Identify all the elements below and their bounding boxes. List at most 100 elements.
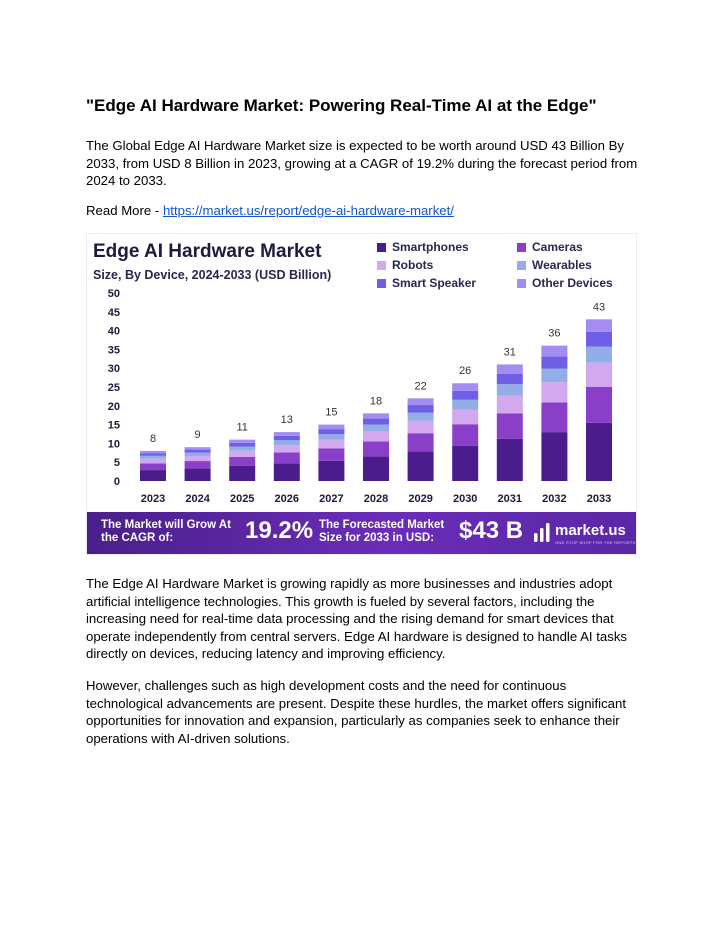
read-more-label: Read More - xyxy=(86,203,163,218)
legend-swatch xyxy=(517,243,526,252)
x-tick-label: 2024 xyxy=(185,493,210,505)
forecast-value: $43 B xyxy=(459,517,524,544)
bar-segment-wearables-2033 xyxy=(586,346,612,363)
read-more-line: Read More - https://market.us/report/edg… xyxy=(86,203,646,218)
bar-total-label: 13 xyxy=(281,414,293,426)
x-tick-label: 2031 xyxy=(498,493,522,505)
bar-segment-cameras-2032 xyxy=(541,402,568,433)
market-infographic: Edge AI Hardware Market Size, By Device,… xyxy=(86,233,637,555)
bar-total-label: 18 xyxy=(370,395,382,407)
bar-segment-robots-2030 xyxy=(452,409,479,425)
bar-segment-smart-speaker-2025 xyxy=(229,442,256,447)
bar-total-label: 11 xyxy=(236,422,247,434)
bar-segment-smartphones-2026 xyxy=(273,463,300,481)
bar-segment-wearables-2030 xyxy=(452,399,479,410)
y-tick-label: 45 xyxy=(108,307,120,319)
legend-label: Wearables xyxy=(532,258,592,272)
y-tick-label: 35 xyxy=(108,344,120,356)
bar-segment-wearables-2031 xyxy=(496,384,523,396)
x-tick-label: 2030 xyxy=(453,493,477,505)
bar-total-label: 36 xyxy=(548,328,560,340)
bar-segment-wearables-2024 xyxy=(184,452,211,456)
bar-segment-other-devices-2026 xyxy=(273,432,300,436)
legend-item-other-devices: Other Devices xyxy=(517,276,613,290)
bar-segment-cameras-2025 xyxy=(229,456,256,466)
cagr-label: The Market will Grow At the CAGR of: xyxy=(101,519,231,544)
bar-segment-other-devices-2033 xyxy=(586,319,612,332)
bar-segment-cameras-2030 xyxy=(452,424,479,446)
y-tick-label: 10 xyxy=(108,438,120,450)
summary-banner: The Market will Grow At the CAGR of: 19.… xyxy=(87,512,636,554)
bar-segment-cameras-2023 xyxy=(140,463,166,471)
legend-swatch xyxy=(377,243,386,252)
bar-segment-smartphones-2024 xyxy=(184,468,211,481)
x-tick-label: 2033 xyxy=(587,493,611,505)
bar-segment-smartphones-2025 xyxy=(229,465,256,481)
y-tick-label: 5 xyxy=(114,457,120,469)
bar-segment-robots-2031 xyxy=(496,395,523,414)
legend-item-smartphones: Smartphones xyxy=(377,240,469,254)
bar-total-label: 8 xyxy=(150,433,156,445)
bar-segment-smart-speaker-2032 xyxy=(541,356,568,369)
legend-label: Cameras xyxy=(532,240,583,254)
bar-segment-other-devices-2023 xyxy=(140,450,166,454)
bar-segment-cameras-2031 xyxy=(496,413,523,439)
bar-segment-wearables-2032 xyxy=(541,368,568,383)
y-tick-label: 30 xyxy=(108,363,120,375)
bar-total-label: 9 xyxy=(195,429,201,441)
x-tick-label: 2032 xyxy=(542,493,566,505)
bar-segment-robots-2028 xyxy=(363,431,389,442)
x-tick-label: 2025 xyxy=(230,493,254,505)
bar-segment-smartphones-2032 xyxy=(541,432,568,481)
bar-segment-wearables-2029 xyxy=(407,412,434,421)
legend-label: Smartphones xyxy=(392,240,469,254)
bar-total-label: 43 xyxy=(593,301,605,313)
bar-total-label: 26 xyxy=(459,365,471,377)
bar-segment-robots-2023 xyxy=(140,458,166,464)
bar-segment-smart-speaker-2026 xyxy=(273,435,300,441)
bar-segment-smart-speaker-2023 xyxy=(140,453,166,456)
bar-segment-smartphones-2029 xyxy=(407,451,434,481)
legend-swatch xyxy=(377,279,386,288)
bar-segment-smartphones-2033 xyxy=(586,422,612,481)
logo-text: market.us xyxy=(555,522,626,539)
bar-segment-wearables-2028 xyxy=(363,424,389,432)
y-tick-label: 25 xyxy=(108,382,120,394)
legend-item-smart-speaker: Smart Speaker xyxy=(377,276,476,290)
bar-segment-smart-speaker-2028 xyxy=(363,418,389,425)
x-tick-label: 2027 xyxy=(319,493,343,505)
legend-item-wearables: Wearables xyxy=(517,258,592,272)
bar-segment-robots-2026 xyxy=(273,445,300,453)
body-paragraph-growth: The Edge AI Hardware Market is growing r… xyxy=(86,576,628,662)
bar-segment-robots-2025 xyxy=(229,450,256,457)
x-tick-label: 2026 xyxy=(275,493,299,505)
bar-segment-smart-speaker-2033 xyxy=(586,331,612,347)
x-tick-label: 2028 xyxy=(364,493,388,505)
bar-segment-robots-2024 xyxy=(184,455,211,462)
bar-logo-icon xyxy=(534,523,550,542)
bar-segment-cameras-2027 xyxy=(318,448,345,461)
bar-segment-wearables-2026 xyxy=(273,440,300,446)
bar-segment-other-devices-2031 xyxy=(496,364,523,374)
bar-segment-other-devices-2029 xyxy=(407,398,434,406)
bar-segment-other-devices-2030 xyxy=(452,383,479,391)
bar-segment-smart-speaker-2031 xyxy=(496,373,523,385)
legend-label: Robots xyxy=(392,258,434,272)
bar-segment-wearables-2023 xyxy=(140,455,166,459)
bar-segment-other-devices-2027 xyxy=(318,424,345,430)
bar-segment-smart-speaker-2024 xyxy=(184,449,211,453)
bar-segment-other-devices-2025 xyxy=(229,439,256,443)
intro-paragraph: The Global Edge AI Hardware Market size … xyxy=(86,138,638,189)
logo-tagline: ONE STOP SHOP FOR THE REPORTS xyxy=(555,540,636,545)
legend-item-robots: Robots xyxy=(377,258,433,272)
legend-label: Other Devices xyxy=(532,276,613,290)
bar-segment-other-devices-2024 xyxy=(184,447,211,450)
y-tick-label: 0 xyxy=(114,476,120,488)
read-more-link[interactable]: https://market.us/report/edge-ai-hardwar… xyxy=(162,203,454,218)
bar-segment-smartphones-2023 xyxy=(140,470,166,481)
bar-segment-smartphones-2028 xyxy=(363,456,389,481)
page-title: "Edge AI Hardware Market: Powering Real-… xyxy=(86,96,597,115)
legend-label: Smart Speaker xyxy=(392,276,477,290)
bar-segment-cameras-2033 xyxy=(586,387,612,423)
cagr-value: 19.2% xyxy=(245,517,314,544)
